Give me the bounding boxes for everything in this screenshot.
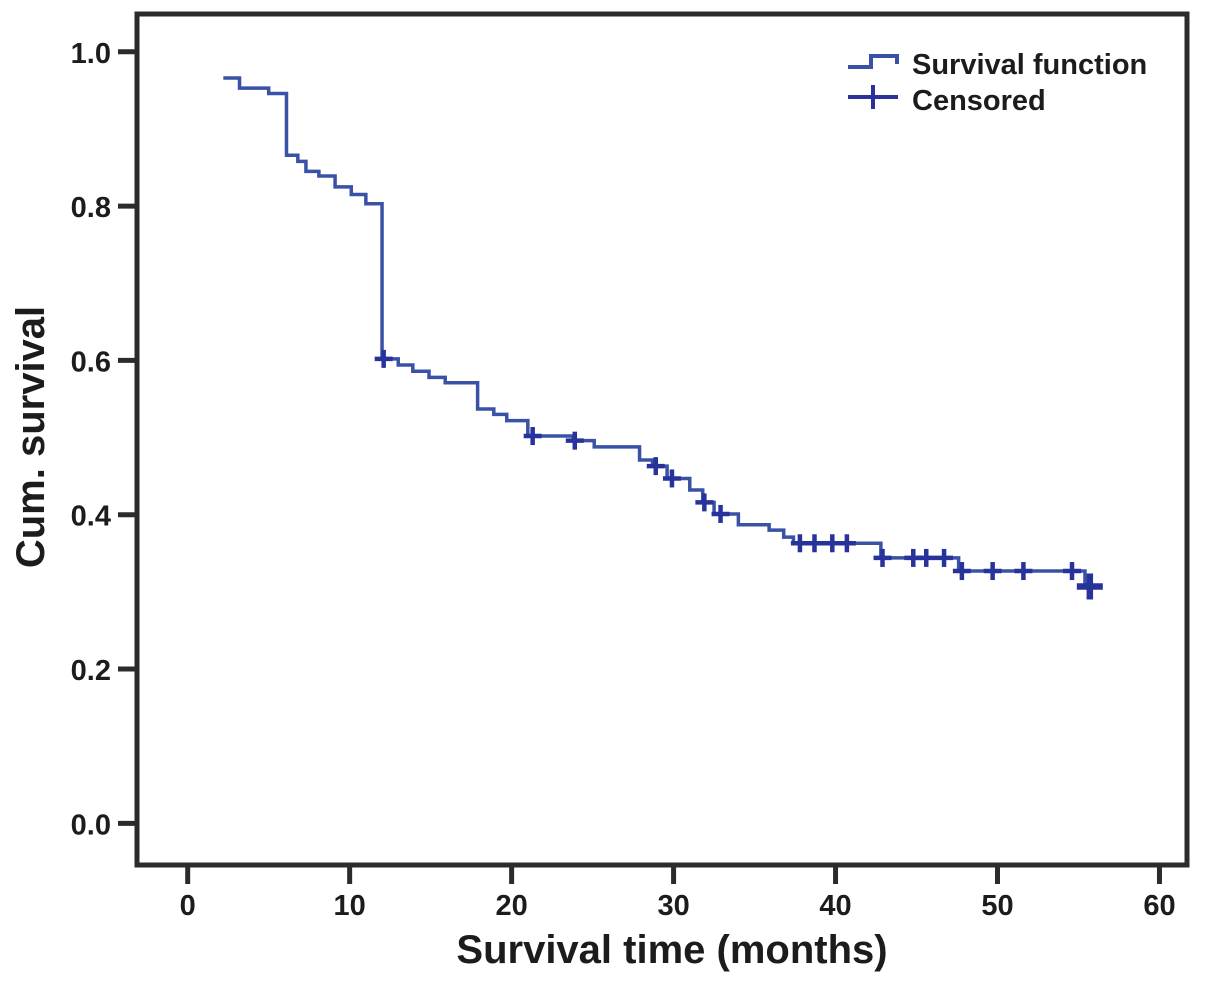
censor-plus-icon [805,534,824,553]
censor-plus-icon [873,548,892,567]
survival-curve [223,76,1098,589]
legend-step-line-icon [848,54,899,69]
censored-marks [374,349,1103,600]
censor-plus-icon [646,457,665,476]
plot-frame [134,11,1190,868]
censor-plus-icon [1014,562,1033,581]
y-axis-ticks: 1.0 0.8 0.6 0.4 0.2 0.0 [71,38,135,841]
x-tick-label: 30 [657,890,689,922]
censor-plus-icon [935,548,954,567]
y-axis-title: Cum. survival [9,306,53,568]
censor-plus-icon [837,534,856,553]
y-tick-label: 1.0 [71,38,111,70]
censor-plus-icon [523,427,542,446]
legend: Survival function Censored [848,49,1147,117]
x-tick-label: 60 [1143,890,1175,922]
x-axis-ticks: 0 10 20 30 40 50 60 [180,867,1176,922]
x-tick-label: 0 [180,890,196,922]
y-tick-label: 0.6 [71,346,111,378]
censor-plus-icon [1076,573,1103,600]
x-tick-label: 10 [334,890,366,922]
x-axis-title: Survival time (months) [456,928,887,972]
censor-plus-icon [374,349,393,368]
y-tick-label: 0.0 [71,809,111,841]
legend-censored-label: Censored [912,85,1046,117]
censor-plus-icon [695,493,714,512]
censor-plus-icon [1063,562,1082,581]
censor-plus-icon [662,469,681,488]
censor-plus-icon [917,548,936,567]
legend-survival-function-label: Survival function [912,49,1147,81]
y-tick-label: 0.4 [71,501,111,533]
censor-plus-icon [565,431,584,450]
censor-plus-icon [711,504,730,523]
y-tick-label: 0.2 [71,655,111,687]
legend-plus-icon [848,85,898,109]
censor-plus-icon [952,562,971,581]
censor-plus-icon [983,562,1002,581]
y-tick-label: 0.8 [71,192,111,224]
x-tick-label: 50 [981,890,1013,922]
x-tick-label: 40 [819,890,851,922]
x-tick-label: 20 [495,890,527,922]
